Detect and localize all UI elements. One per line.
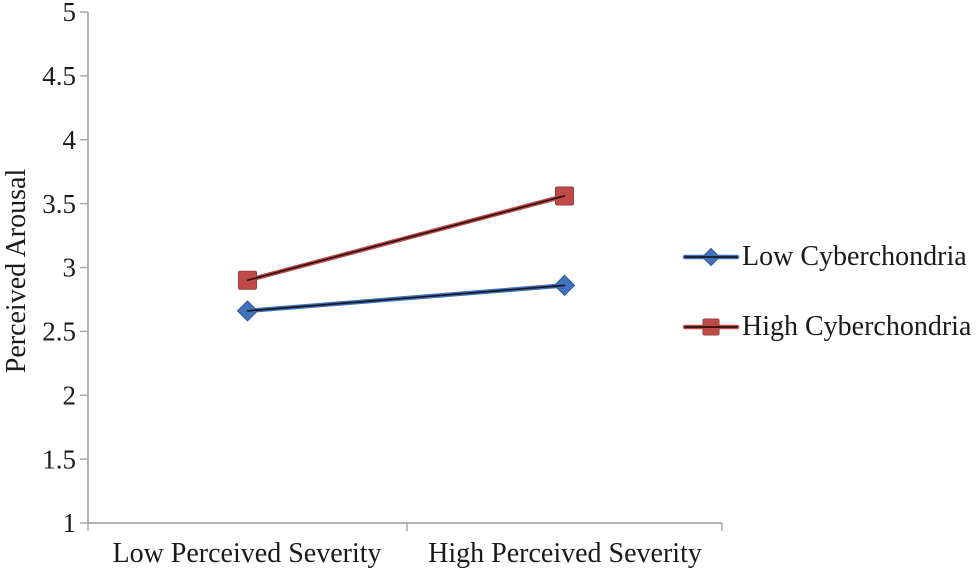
legend-label-low-cyberchondria: Low Cyberchondria — [742, 241, 967, 272]
y-axis-title: Perceived Arousal — [1, 168, 32, 374]
y-axis-tick-label: 5 — [63, 0, 77, 27]
y-axis-tick-label: 3.5 — [42, 189, 76, 219]
y-axis-tick-label: 1 — [63, 508, 77, 538]
x-axis-category-high-perceived-severity: High Perceived Severity — [428, 538, 702, 569]
y-axis-tick-label: 3 — [63, 253, 77, 283]
y-axis-tick-label: 4.5 — [42, 61, 76, 91]
x-axis-category-low-perceived-severity: Low Perceived Severity — [112, 538, 382, 569]
series-line-core-0 — [246, 284, 566, 312]
y-axis-tick-label: 4 — [63, 125, 77, 155]
legend-label-high-cyberchondria: High Cyberchondria — [742, 311, 972, 342]
axis-lines — [87, 12, 722, 524]
y-axis-tick-label: 2.5 — [42, 317, 76, 347]
y-axis-tick-label: 2 — [63, 380, 77, 410]
series-line-core-1 — [246, 195, 566, 282]
y-axis-tick-label: 1.5 — [42, 444, 76, 474]
